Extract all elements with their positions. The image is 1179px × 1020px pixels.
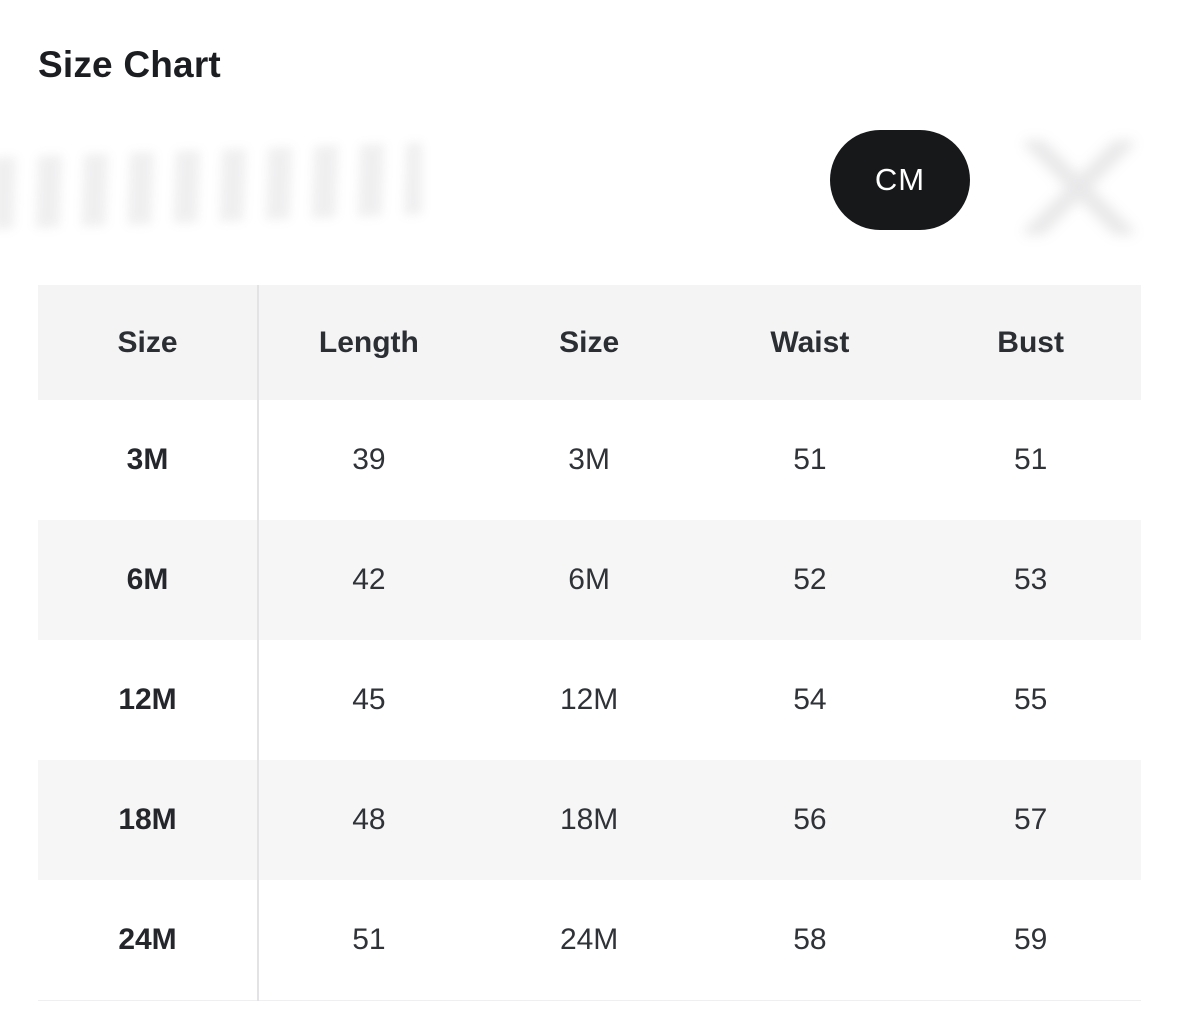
cell-size: 3M [568, 443, 610, 476]
cell-bust: 57 [920, 760, 1141, 880]
cell-length: 42 [258, 520, 479, 640]
faded-watermark-left [0, 142, 422, 230]
cell-bust: 51 [1013, 443, 1048, 476]
unit-toggle-cm-button[interactable]: CM [830, 130, 970, 230]
cell-length: 48 [258, 760, 479, 880]
column-header-size: Size [38, 285, 259, 400]
cell-size-label: 24M [38, 880, 259, 1000]
table-row-18m: 18M 48 18M 56 57 [38, 760, 1141, 880]
column-header-waist: Waist [699, 285, 921, 400]
cell-waist: 58 [793, 922, 827, 956]
size-chart-table: Size Length Size Waist Bust 3M 39 3M 51 … [38, 285, 1141, 1001]
table-row-24m: 24M 51 24M 58 59 [38, 880, 1141, 1000]
cell-length: 45 [352, 683, 386, 716]
cell-size: 12M [559, 683, 619, 716]
cell-bust: 53 [920, 520, 1141, 640]
table-row-6m: 6M 42 6M 52 53 [38, 520, 1141, 640]
column-header-size2: Size [478, 285, 700, 400]
cell-bust: 55 [1013, 683, 1048, 716]
table-header-row: Size Length Size Waist Bust [38, 285, 1141, 400]
cell-size: 24M [559, 922, 619, 956]
cell-size-label: 12M [38, 640, 259, 760]
cell-waist: 52 [699, 520, 921, 640]
page-title: Size Chart [38, 44, 221, 85]
cell-size: 18M [478, 760, 700, 880]
cell-waist: 56 [699, 760, 921, 880]
cell-bust: 59 [1013, 922, 1048, 956]
cell-size-label: 18M [38, 760, 259, 880]
table-row-12m: 12M 45 12M 54 55 [38, 640, 1141, 760]
cell-size: 6M [478, 520, 700, 640]
column-header-bust: Bust [920, 285, 1141, 400]
cell-size-label: 6M [38, 520, 259, 640]
cell-size-label: 3M [38, 400, 259, 520]
cell-waist: 54 [793, 683, 827, 716]
table-row-3m: 3M 39 3M 51 51 [38, 400, 1141, 520]
cell-length: 51 [352, 922, 386, 956]
cell-waist: 51 [793, 443, 827, 476]
cell-length: 39 [352, 443, 386, 476]
faded-watermark-right [1024, 140, 1134, 235]
column-header-length: Length [258, 285, 479, 400]
